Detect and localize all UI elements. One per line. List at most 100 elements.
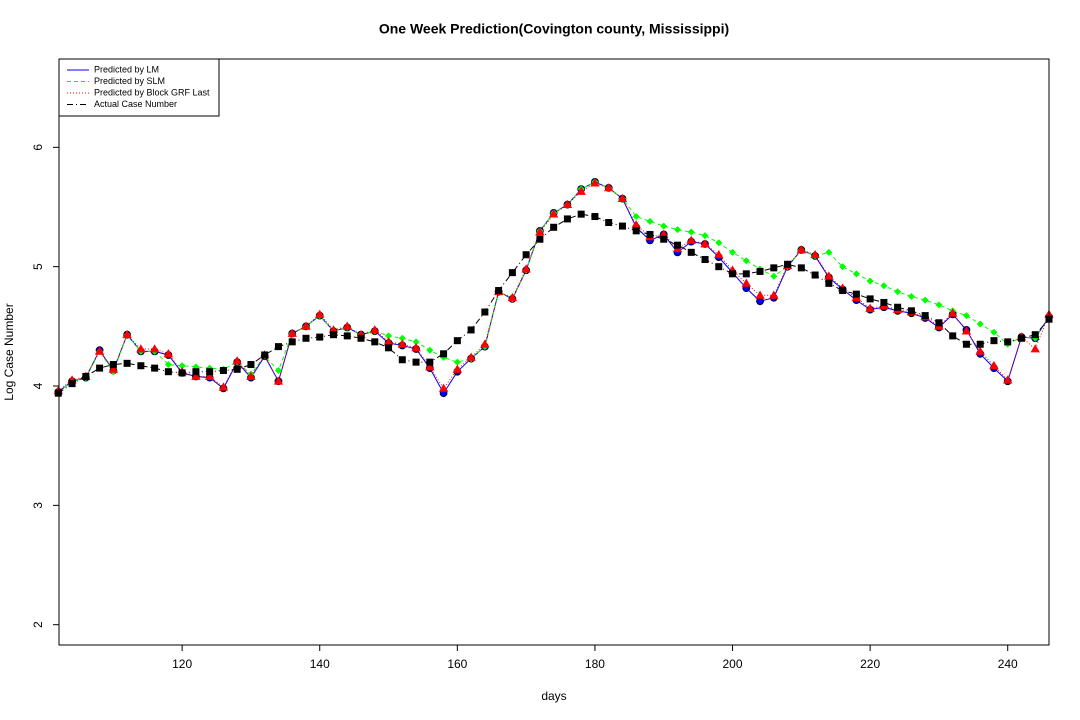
point xyxy=(204,371,215,380)
legend-box xyxy=(58,58,220,117)
point xyxy=(989,360,999,370)
point xyxy=(370,325,380,334)
point xyxy=(880,282,888,290)
point xyxy=(411,343,421,352)
point xyxy=(769,290,779,299)
point xyxy=(770,272,778,280)
point xyxy=(990,328,998,336)
point xyxy=(605,219,613,227)
point xyxy=(288,338,296,346)
point xyxy=(825,279,833,287)
point xyxy=(852,270,860,278)
point xyxy=(398,356,406,364)
point xyxy=(507,292,518,302)
point xyxy=(852,290,860,298)
point xyxy=(301,321,311,330)
point xyxy=(330,331,338,339)
point xyxy=(741,278,751,287)
point xyxy=(149,344,160,353)
point xyxy=(701,256,709,264)
point xyxy=(700,239,710,248)
point xyxy=(508,269,516,277)
point xyxy=(206,368,214,376)
point xyxy=(94,346,105,355)
point xyxy=(604,183,614,192)
point xyxy=(495,287,503,295)
point xyxy=(467,326,475,334)
point xyxy=(646,230,654,238)
point xyxy=(315,309,325,318)
point xyxy=(385,344,393,352)
point xyxy=(687,228,695,236)
x-tick-label: 240 xyxy=(998,657,1018,671)
point xyxy=(961,326,972,335)
point xyxy=(990,337,998,345)
point xyxy=(729,248,737,256)
point xyxy=(797,264,805,272)
point xyxy=(232,356,242,365)
point xyxy=(949,332,957,340)
point xyxy=(466,352,476,361)
point xyxy=(715,263,723,271)
point xyxy=(1017,334,1025,342)
x-tick-label: 200 xyxy=(723,657,743,671)
point xyxy=(96,364,104,372)
point xyxy=(562,199,573,209)
point xyxy=(273,376,284,385)
point xyxy=(1030,344,1040,353)
point xyxy=(178,362,186,370)
point xyxy=(1031,331,1039,339)
point xyxy=(82,372,90,380)
point xyxy=(576,186,586,195)
y-tick-label: 3 xyxy=(31,502,45,509)
point xyxy=(54,389,62,397)
point xyxy=(219,366,227,374)
point xyxy=(1004,338,1012,346)
point xyxy=(756,267,764,275)
point xyxy=(962,312,970,320)
legend-label: Predicted by SLM xyxy=(94,76,165,86)
point xyxy=(247,361,255,369)
point xyxy=(865,303,875,312)
point xyxy=(123,359,131,367)
point xyxy=(480,339,490,348)
point xyxy=(522,251,530,259)
point xyxy=(715,239,723,247)
point xyxy=(521,264,531,273)
point xyxy=(563,215,571,223)
point xyxy=(646,217,654,225)
point xyxy=(178,369,186,377)
point xyxy=(274,343,282,351)
point xyxy=(784,260,792,268)
x-tick-label: 220 xyxy=(860,657,880,671)
point xyxy=(660,222,668,230)
x-tick-label: 160 xyxy=(447,657,467,671)
point xyxy=(714,249,724,259)
point xyxy=(136,344,146,353)
point xyxy=(742,270,750,278)
point xyxy=(453,358,461,366)
point xyxy=(742,257,750,265)
point xyxy=(976,320,984,328)
point xyxy=(440,350,448,358)
point xyxy=(385,332,393,340)
point xyxy=(192,368,200,376)
point xyxy=(287,328,297,337)
point xyxy=(866,295,874,303)
point xyxy=(866,277,874,285)
point xyxy=(452,364,463,373)
point xyxy=(412,358,420,366)
point xyxy=(109,361,117,369)
x-axis-label: days xyxy=(541,689,566,703)
point xyxy=(68,380,76,388)
point xyxy=(907,293,915,301)
point xyxy=(839,287,847,295)
point xyxy=(935,301,943,309)
point xyxy=(426,346,434,354)
point xyxy=(921,296,929,304)
point xyxy=(632,213,640,221)
point xyxy=(481,308,489,316)
point xyxy=(825,248,833,256)
point xyxy=(590,178,600,187)
